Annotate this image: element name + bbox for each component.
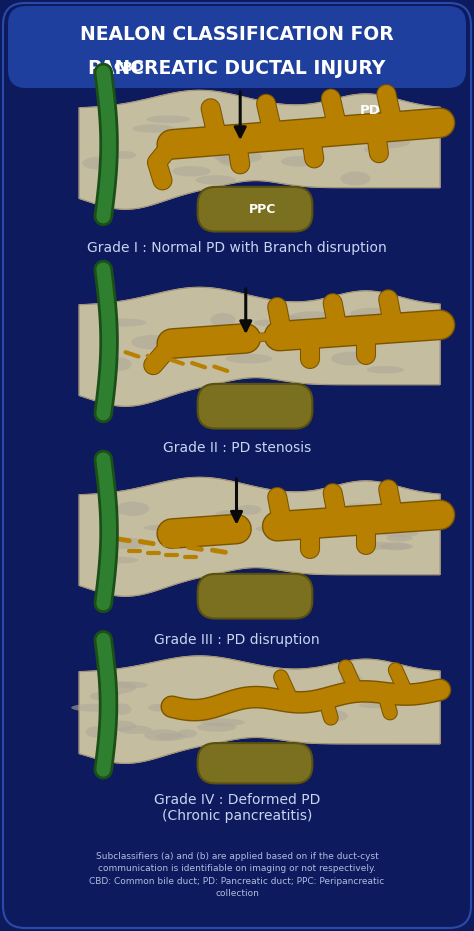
Ellipse shape — [132, 125, 174, 132]
Text: CBD: CBD — [114, 61, 145, 74]
Text: Grade III : PD disruption: Grade III : PD disruption — [154, 633, 320, 647]
Ellipse shape — [382, 529, 419, 537]
Ellipse shape — [281, 156, 318, 167]
Ellipse shape — [197, 722, 237, 732]
Ellipse shape — [214, 150, 262, 164]
Polygon shape — [79, 656, 440, 763]
Ellipse shape — [218, 153, 239, 166]
FancyBboxPatch shape — [198, 187, 312, 232]
Ellipse shape — [90, 693, 110, 700]
Ellipse shape — [113, 151, 136, 159]
Ellipse shape — [359, 319, 382, 328]
Ellipse shape — [226, 354, 273, 363]
Ellipse shape — [346, 504, 370, 510]
Ellipse shape — [322, 710, 348, 722]
Ellipse shape — [106, 721, 137, 731]
Ellipse shape — [168, 128, 204, 135]
Ellipse shape — [201, 719, 245, 726]
Ellipse shape — [146, 115, 191, 123]
Ellipse shape — [290, 311, 335, 323]
Ellipse shape — [304, 529, 328, 537]
Polygon shape — [79, 288, 440, 406]
Ellipse shape — [71, 704, 118, 711]
Ellipse shape — [117, 681, 148, 688]
Text: Grade IV : Deformed PD
(Chronic pancreatitis): Grade IV : Deformed PD (Chronic pancreat… — [154, 793, 320, 823]
Ellipse shape — [366, 137, 410, 148]
Ellipse shape — [173, 128, 191, 138]
Text: Subclassifiers (a) and (b) are applied based on if the duct-cyst
communication i: Subclassifiers (a) and (b) are applied b… — [90, 852, 384, 898]
Ellipse shape — [219, 530, 238, 537]
Ellipse shape — [350, 308, 394, 319]
Ellipse shape — [186, 347, 217, 357]
Ellipse shape — [359, 702, 392, 708]
Text: PPC: PPC — [249, 203, 276, 216]
Ellipse shape — [340, 674, 363, 684]
Ellipse shape — [172, 166, 210, 177]
Ellipse shape — [103, 537, 147, 549]
Ellipse shape — [144, 524, 186, 531]
Ellipse shape — [148, 352, 192, 359]
Ellipse shape — [256, 525, 299, 533]
FancyBboxPatch shape — [198, 573, 312, 618]
Ellipse shape — [131, 335, 173, 349]
Ellipse shape — [365, 542, 392, 549]
Ellipse shape — [254, 319, 277, 326]
Ellipse shape — [359, 514, 399, 520]
Text: PD: PD — [359, 104, 380, 117]
Ellipse shape — [245, 138, 285, 147]
Ellipse shape — [113, 704, 131, 715]
Ellipse shape — [156, 733, 186, 740]
Ellipse shape — [99, 318, 146, 327]
Ellipse shape — [264, 129, 309, 137]
Ellipse shape — [366, 366, 404, 373]
Ellipse shape — [196, 175, 236, 184]
Ellipse shape — [350, 314, 382, 324]
Ellipse shape — [171, 334, 200, 345]
Ellipse shape — [331, 315, 371, 324]
Ellipse shape — [105, 358, 132, 371]
Ellipse shape — [148, 704, 168, 711]
Ellipse shape — [386, 535, 413, 542]
Text: Grade II : PD stenosis: Grade II : PD stenosis — [163, 441, 311, 455]
Polygon shape — [79, 90, 440, 209]
Ellipse shape — [98, 681, 136, 694]
Text: PANCREATIC DUCTAL INJURY: PANCREATIC DUCTAL INJURY — [88, 59, 386, 77]
Ellipse shape — [325, 334, 358, 340]
Ellipse shape — [97, 691, 120, 697]
Ellipse shape — [98, 557, 138, 563]
Ellipse shape — [236, 505, 261, 515]
Ellipse shape — [273, 315, 305, 329]
Ellipse shape — [214, 510, 242, 521]
Polygon shape — [79, 478, 440, 596]
Ellipse shape — [116, 502, 149, 516]
FancyBboxPatch shape — [198, 743, 312, 783]
Ellipse shape — [219, 535, 246, 542]
Ellipse shape — [82, 156, 113, 169]
Ellipse shape — [118, 725, 152, 734]
Ellipse shape — [383, 544, 413, 549]
Text: NEALON CLASSIFICATION FOR: NEALON CLASSIFICATION FOR — [80, 25, 394, 45]
Ellipse shape — [380, 542, 411, 550]
Ellipse shape — [210, 313, 236, 327]
Ellipse shape — [86, 726, 106, 737]
Text: Grade I : Normal PD with Branch disruption: Grade I : Normal PD with Branch disrupti… — [87, 241, 387, 255]
Ellipse shape — [340, 171, 371, 185]
Ellipse shape — [331, 352, 370, 366]
Ellipse shape — [283, 130, 306, 140]
Ellipse shape — [177, 729, 197, 738]
Ellipse shape — [144, 729, 181, 741]
Ellipse shape — [364, 146, 385, 154]
FancyBboxPatch shape — [8, 6, 466, 88]
Ellipse shape — [296, 518, 338, 528]
FancyBboxPatch shape — [198, 384, 312, 428]
Ellipse shape — [206, 129, 226, 142]
